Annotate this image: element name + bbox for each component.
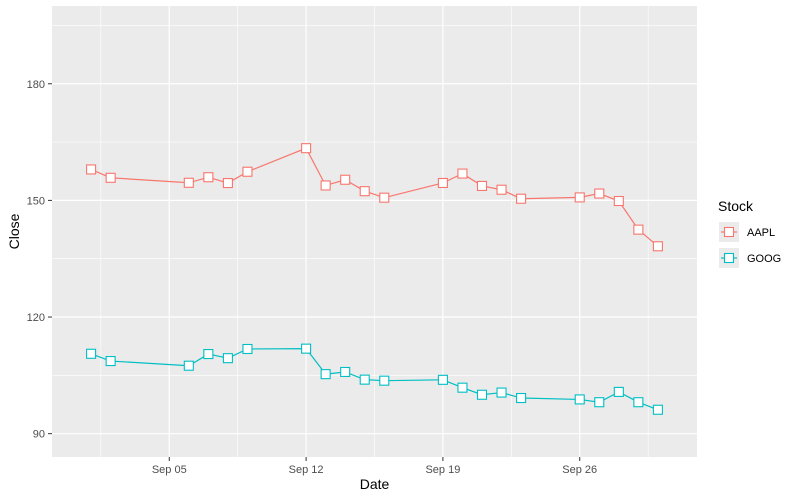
x-tick-label: Sep 26 xyxy=(562,464,597,476)
data-point-aapl xyxy=(379,192,390,203)
data-point-aapl xyxy=(516,193,527,204)
data-point-aapl xyxy=(476,180,488,191)
data-point-aapl xyxy=(457,168,468,179)
series-points xyxy=(86,143,663,415)
x-tick-label: Sep 05 xyxy=(152,464,187,476)
data-point-goog xyxy=(203,348,214,360)
data-point-aapl xyxy=(301,143,312,154)
data-point-goog xyxy=(457,382,468,393)
data-point-aapl xyxy=(183,177,194,188)
x-tick-label: Sep 12 xyxy=(289,464,324,476)
legend-title: Stock xyxy=(718,198,754,214)
data-point-goog xyxy=(86,348,97,359)
data-point-aapl xyxy=(203,172,214,183)
data-point-aapl xyxy=(613,195,624,207)
data-point-goog xyxy=(340,366,351,378)
data-point-goog xyxy=(437,374,448,385)
x-axis-title: Date xyxy=(360,476,390,492)
data-point-aapl xyxy=(574,192,585,203)
data-point-aapl xyxy=(242,166,253,177)
data-point-goog xyxy=(301,343,312,354)
data-point-goog xyxy=(379,375,390,386)
data-point-aapl xyxy=(222,178,233,189)
x-axis: Sep 05 Sep 12 Sep 19 Sep 26 xyxy=(152,457,597,476)
data-point-aapl xyxy=(105,172,116,183)
y-tick-label: 120 xyxy=(27,312,45,324)
legend-key-marker xyxy=(723,226,735,238)
legend-label-goog: GOOG xyxy=(747,253,781,265)
data-point-aapl xyxy=(320,180,331,191)
data-point-goog xyxy=(105,355,116,367)
legend-items: AAPL GOOG xyxy=(719,222,781,268)
data-point-goog xyxy=(242,343,253,355)
legend-item-aapl: AAPL xyxy=(719,222,775,242)
data-point-goog xyxy=(476,389,488,400)
legend-label-aapl: AAPL xyxy=(747,227,775,239)
data-point-aapl xyxy=(594,188,605,199)
data-point-goog xyxy=(359,374,370,385)
y-axis-title: Close xyxy=(6,213,22,249)
legend-item-goog: GOOG xyxy=(719,248,781,268)
data-point-aapl xyxy=(359,186,370,197)
data-point-aapl xyxy=(652,241,663,252)
y-tick-label: 150 xyxy=(27,195,45,207)
data-point-aapl xyxy=(633,224,644,235)
y-axis: 90 120 150 180 xyxy=(27,79,52,441)
data-point-goog xyxy=(613,386,624,397)
data-point-goog xyxy=(222,353,233,364)
data-point-goog xyxy=(652,404,663,415)
data-point-aapl xyxy=(86,164,97,175)
data-point-goog xyxy=(594,397,605,408)
data-point-goog xyxy=(633,397,644,408)
data-point-goog xyxy=(320,369,331,380)
data-point-aapl xyxy=(437,177,448,189)
data-point-goog xyxy=(496,387,507,398)
minor-gridlines xyxy=(52,6,697,457)
data-point-goog xyxy=(183,360,194,371)
legend-key-marker xyxy=(723,252,735,264)
data-point-goog xyxy=(516,392,527,404)
legend: Stock AAPL GOOG xyxy=(718,198,781,268)
data-point-aapl xyxy=(496,184,507,195)
x-tick-label: Sep 19 xyxy=(425,464,460,476)
data-point-aapl xyxy=(340,174,351,185)
data-point-goog xyxy=(574,394,585,405)
y-tick-label: 180 xyxy=(27,79,45,91)
y-tick-label: 90 xyxy=(33,429,45,441)
